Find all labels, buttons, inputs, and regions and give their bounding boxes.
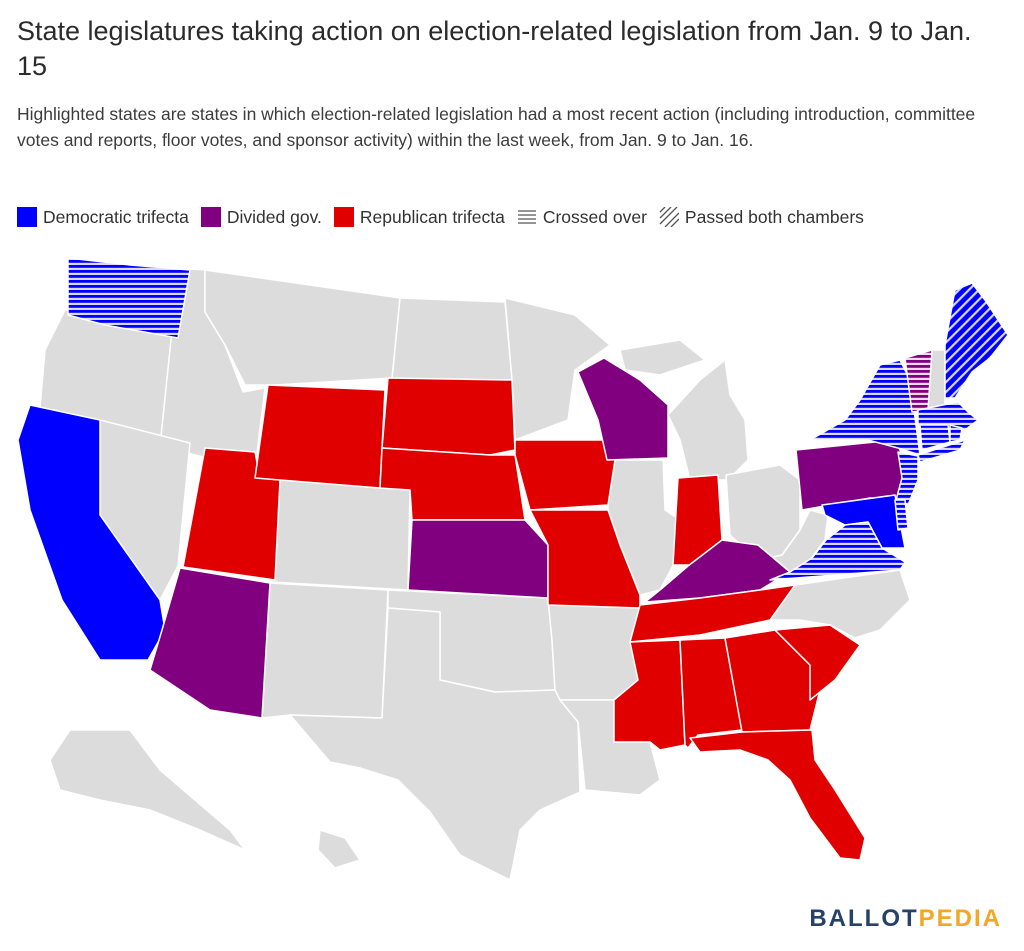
state-WI [577,357,669,461]
page-subtitle: Highlighted states are states in which e… [17,104,976,150]
state-MI [667,359,749,481]
state-RI [949,424,963,443]
state-AZ [149,567,271,719]
state-WA [67,257,191,339]
legend-item-democratic: Democratic trifecta [17,207,189,228]
legend-label-democratic: Democratic trifecta [43,206,189,227]
legend-item-republican: Republican trifecta [333,206,505,228]
ballotpedia-logo: BALLOTPEDIA [809,905,1002,933]
legend-label-republican: Republican trifecta [359,206,505,227]
logo-part-ballot: BALLOT [809,905,919,932]
state-AR [547,599,641,701]
state-TX [289,607,581,880]
legend-swatch-divided [200,207,221,227]
state-FL [689,729,866,861]
legend-swatch-democratic [17,207,37,227]
legend-swatch-passed-both [659,207,679,227]
state-CA [17,404,166,661]
state-HI [317,829,361,869]
state-SC [774,624,861,701]
page-title: State legislatures taking action on elec… [17,16,972,81]
state-MO [529,509,641,609]
state-VA [769,521,906,581]
state-KS [407,519,549,599]
legend-swatch-republican [333,207,354,227]
state-ND [391,297,513,381]
us-map [17,257,1009,880]
state-VT [904,349,933,413]
state-CT [919,424,951,451]
state-DE [894,499,909,531]
legend-swatch-crossed-over [517,210,536,224]
state-CO [271,479,411,591]
state-WY [254,384,386,489]
logo-part-pedia: PEDIA [918,905,1002,932]
highlighted-states [17,257,1009,861]
state-NY [809,359,966,463]
legend-item-crossed-over: Crossed over [517,207,647,228]
legend-label-crossed-over: Crossed over [542,206,647,227]
legend: Democratic trifecta Divided gov. Republi… [17,204,876,230]
legend-label-divided: Divided gov. [226,206,322,227]
legend-item-passed-both: Passed both chambers [659,207,864,228]
state-MI-UP [619,339,706,376]
state-SD [381,377,516,456]
state-MA [917,401,979,431]
state-ME [944,282,1009,399]
state-IA [514,439,616,511]
legend-label-passed-both: Passed both chambers [684,206,864,227]
state-NJ [895,451,919,506]
state-AK [49,729,246,851]
state-NC [769,569,911,639]
state-NM [261,582,389,719]
legend-item-divided: Divided gov. [200,206,322,228]
